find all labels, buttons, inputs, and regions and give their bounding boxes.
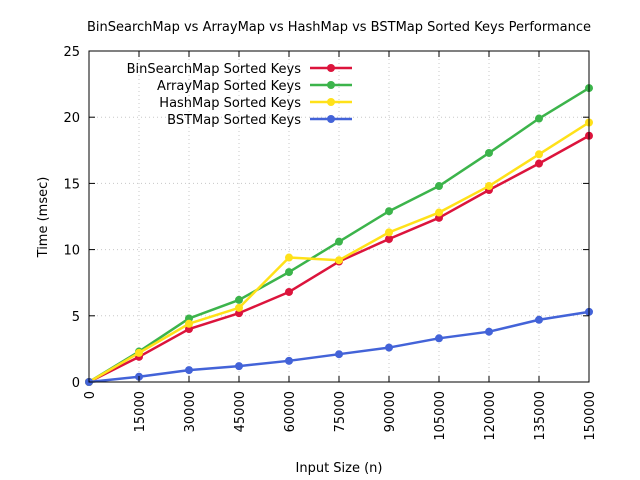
data-point — [235, 295, 243, 304]
series-group — [85, 84, 593, 386]
data-point — [535, 159, 543, 168]
data-point — [285, 356, 293, 365]
legend-entry: HashMap Sorted Keys — [159, 96, 352, 111]
grid-lines — [89, 51, 589, 382]
data-point — [435, 182, 443, 191]
x-tick-label: 120000 — [483, 391, 498, 441]
y-tick-label: 15 — [63, 177, 80, 192]
x-tick-label: 30000 — [183, 391, 198, 432]
legend-label: HashMap Sorted Keys — [159, 96, 301, 111]
data-point — [285, 268, 293, 277]
series-1 — [85, 84, 593, 386]
legend-swatch-marker — [327, 81, 335, 89]
x-tick-label: 150000 — [583, 391, 598, 441]
data-point — [485, 327, 493, 336]
data-point — [185, 319, 193, 328]
data-point — [435, 334, 443, 343]
data-point — [285, 253, 293, 262]
y-tick-label: 5 — [72, 310, 80, 325]
data-point — [335, 256, 343, 265]
data-point — [335, 350, 343, 359]
axes: 0 5 10 15 20 25 0 15000 30000 45000 60000 75000 9000… — [63, 45, 598, 441]
data-point — [235, 303, 243, 312]
data-point — [385, 343, 393, 352]
x-tick-label: 15000 — [133, 391, 148, 432]
x-tick-label: 135000 — [533, 391, 548, 441]
legend-swatch-marker — [327, 64, 335, 72]
legend-swatch-marker — [327, 98, 335, 106]
data-point — [235, 362, 243, 371]
y-tick-label: 20 — [63, 111, 80, 126]
data-point — [435, 208, 443, 217]
data-point — [535, 150, 543, 159]
y-tick-label: 25 — [63, 45, 80, 60]
data-point — [485, 182, 493, 191]
x-tick-label: 75000 — [333, 391, 348, 432]
legend: BinSearchMap Sorted Keys ArrayMap Sorted … — [127, 62, 352, 128]
data-point — [485, 148, 493, 157]
y-tick-label: 10 — [63, 244, 80, 259]
legend-entry: ArrayMap Sorted Keys — [157, 79, 352, 94]
legend-label: BinSearchMap Sorted Keys — [127, 62, 302, 77]
legend-label: ArrayMap Sorted Keys — [157, 79, 301, 94]
chart-title: BinSearchMap vs ArrayMap vs HashMap vs B… — [87, 20, 591, 35]
data-point — [285, 287, 293, 296]
x-tick-label: 45000 — [233, 391, 248, 432]
y-tick-label: 0 — [72, 376, 80, 391]
data-point — [135, 348, 143, 357]
x-tick-label: 60000 — [283, 391, 298, 432]
data-point — [185, 366, 193, 375]
x-axis-label: Input Size (n) — [296, 461, 383, 476]
data-point — [385, 235, 393, 244]
data-point — [385, 207, 393, 216]
x-tick-label: 90000 — [383, 391, 398, 432]
y-axis-label: Time (msec) — [36, 177, 51, 259]
data-point — [335, 237, 343, 246]
legend-entry: BinSearchMap Sorted Keys — [127, 62, 352, 77]
series-3 — [85, 307, 593, 386]
data-point — [385, 228, 393, 237]
legend-label: BSTMap Sorted Keys — [167, 113, 301, 128]
legend-swatch-marker — [327, 115, 335, 123]
legend-entry: BSTMap Sorted Keys — [167, 113, 352, 128]
x-tick-label: 105000 — [433, 391, 448, 441]
data-point — [535, 315, 543, 324]
data-point — [535, 114, 543, 123]
x-tick-label: 0 — [83, 391, 98, 399]
